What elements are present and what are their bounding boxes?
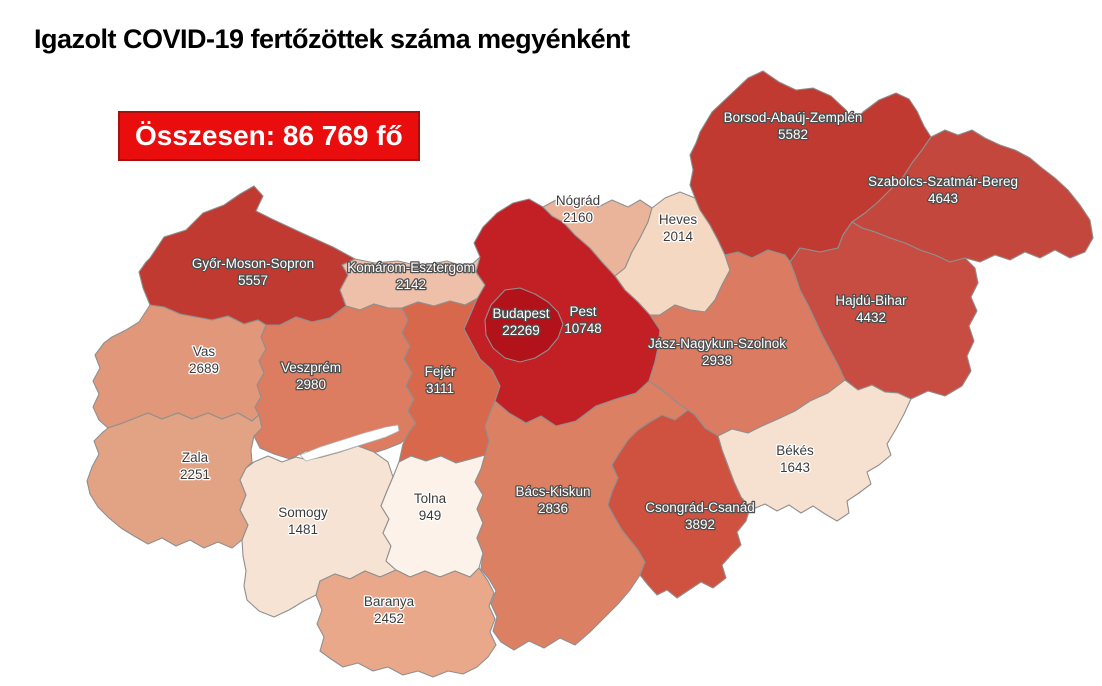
county-value-gyor-moson-sopron: 5557 — [238, 273, 268, 288]
county-veszprem — [253, 303, 417, 460]
county-name-komarom-esztergom: Komárom-Esztergom — [347, 260, 475, 275]
county-value-veszprem: 2980 — [296, 377, 326, 392]
county-name-veszprem: Veszprém — [281, 360, 341, 375]
county-bekes — [717, 379, 912, 522]
county-name-csongrad-csanad: Csongrád-Csanád — [645, 500, 755, 515]
county-name-borsod-abauj-zemplen: Borsod-Abaúj-Zemplén — [724, 110, 863, 125]
county-baranya — [315, 567, 497, 678]
county-value-szabolcs-szatmar-bereg: 4643 — [928, 191, 958, 206]
county-value-vas: 2689 — [189, 361, 219, 376]
county-name-tolna: Tolna — [414, 491, 447, 506]
lake-balaton — [299, 424, 400, 462]
county-name-pest: Pest — [569, 304, 596, 319]
county-name-zala: Zala — [182, 450, 209, 465]
county-vas — [92, 304, 267, 429]
county-name-baranya: Baranya — [364, 594, 415, 609]
county-zala — [86, 412, 263, 549]
county-value-fejer: 3111 — [426, 381, 454, 396]
page-title: Igazolt COVID-19 fertőzöttek száma megyé… — [34, 24, 630, 54]
county-value-hajdu-bihar: 4432 — [856, 310, 886, 325]
county-value-baranya: 2452 — [374, 611, 404, 626]
county-budapest — [484, 287, 564, 363]
county-name-gyor-moson-sopron: Győr-Moson-Sopron — [192, 256, 314, 271]
county-value-nograd: 2160 — [563, 210, 593, 225]
county-csongrad-csanad — [607, 409, 751, 599]
county-value-csongrad-csanad: 3892 — [685, 517, 715, 532]
county-name-budapest: Budapest — [492, 306, 549, 321]
county-name-fejer: Fejér — [425, 364, 456, 379]
county-value-budapest: 22269 — [502, 323, 540, 338]
county-value-pest: 10748 — [564, 321, 602, 336]
county-name-nograd: Nógrád — [556, 193, 600, 208]
county-value-komarom-esztergom: 2142 — [396, 277, 426, 292]
county-name-vas: Vas — [193, 344, 216, 359]
county-value-tolna: 949 — [419, 508, 442, 523]
county-value-jasz-nagykun-szolnok: 2938 — [702, 353, 732, 368]
county-name-jasz-nagykun-szolnok: Jász-Nagykun-Szolnok — [648, 336, 786, 351]
county-value-somogy: 1481 — [288, 522, 318, 537]
county-value-bacs-kiskun: 2836 — [538, 501, 568, 516]
county-value-heves: 2014 — [663, 229, 694, 244]
county-name-bacs-kiskun: Bács-Kiskun — [515, 484, 590, 499]
county-name-bekes: Békés — [776, 443, 814, 458]
county-value-bekes: 1643 — [780, 460, 810, 475]
total-banner-label: Összesen: 86 769 fő — [135, 120, 403, 151]
county-name-szabolcs-szatmar-bereg: Szabolcs-Szatmár-Bereg — [868, 174, 1018, 189]
county-name-heves: Heves — [659, 212, 698, 227]
total-banner: Összesen: 86 769 fő — [118, 111, 420, 162]
county-szabolcs-szatmar-bereg — [851, 129, 1094, 263]
county-name-hajdu-bihar: Hajdú-Bihar — [835, 293, 907, 308]
county-name-somogy: Somogy — [278, 505, 328, 520]
county-value-zala: 2251 — [180, 467, 210, 482]
county-value-borsod-abauj-zemplen: 5582 — [778, 127, 808, 142]
